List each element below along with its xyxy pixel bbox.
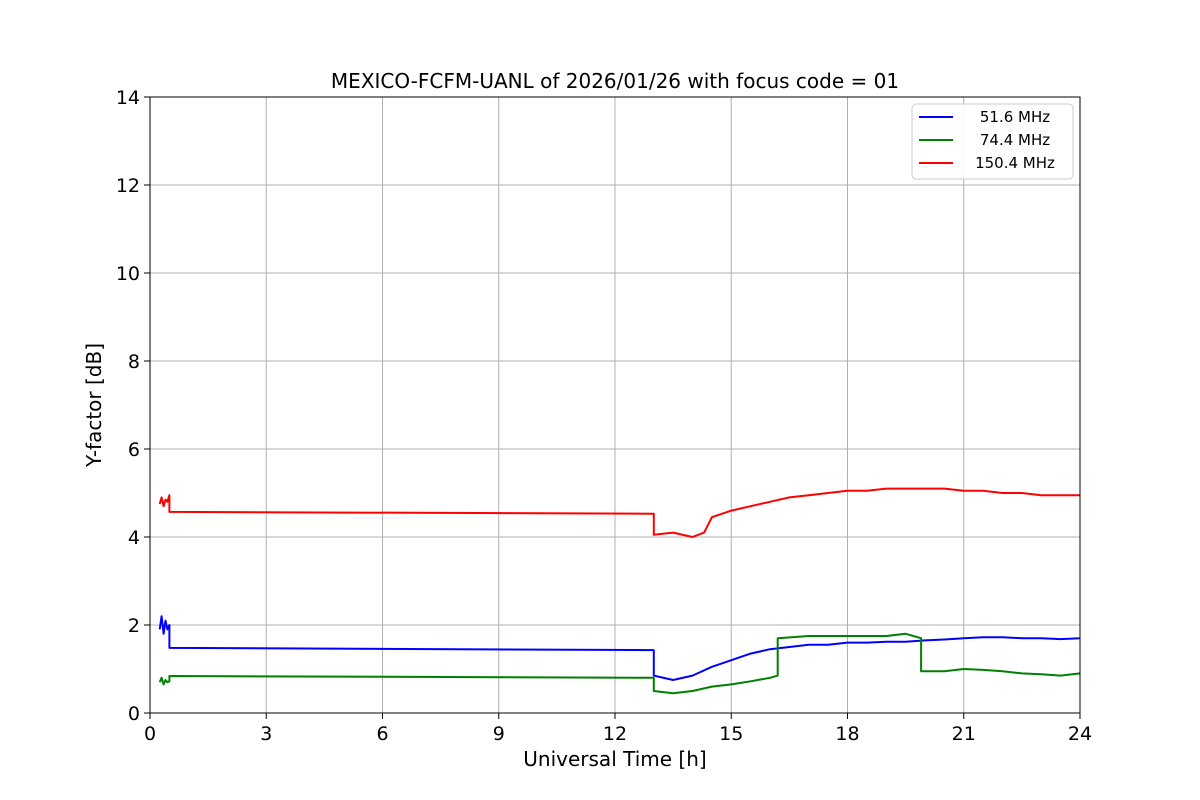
series-line-150-4-mhz: [158, 487, 1080, 538]
y-tick-label: 0: [128, 703, 140, 725]
y-tick-label: 10: [116, 263, 140, 285]
legend-label-74-4: 74.4 MHz: [980, 131, 1050, 149]
x-tick-label: 21: [952, 723, 976, 745]
legend: 51.6 MHz 74.4 MHz 150.4 MHz: [911, 103, 1074, 180]
legend-box: [911, 103, 1074, 180]
series-layer: [158, 487, 1081, 695]
x-tick-label: 0: [144, 723, 156, 745]
x-tick-label: 18: [835, 723, 859, 745]
legend-label-150-4: 150.4 MHz: [975, 154, 1055, 172]
x-tick-label: 12: [603, 723, 627, 745]
y-tick-label: 6: [128, 439, 140, 461]
y-tick-label: 4: [128, 527, 140, 549]
x-tick-label: 3: [260, 723, 272, 745]
series-line-74-4-mhz: [158, 632, 1081, 695]
series-line-51-6-mhz: [158, 615, 1081, 681]
x-tick-label: 6: [376, 723, 388, 745]
x-tick-label: 15: [719, 723, 743, 745]
y-tick-label: 12: [116, 175, 140, 197]
chart-title: MEXICO-FCFM-UANL of 2026/01/26 with focu…: [331, 69, 899, 93]
y-tick-label: 8: [128, 351, 140, 373]
y-axis-title: Y-factor [dB]: [82, 343, 106, 468]
legend-label-51-6: 51.6 MHz: [980, 108, 1050, 126]
x-tick-label: 24: [1068, 723, 1092, 745]
x-tick-label: 9: [493, 723, 505, 745]
y-tick-label: 2: [128, 615, 140, 637]
x-axis-title: Universal Time [h]: [523, 747, 706, 771]
y-tick-label: 14: [116, 87, 140, 109]
